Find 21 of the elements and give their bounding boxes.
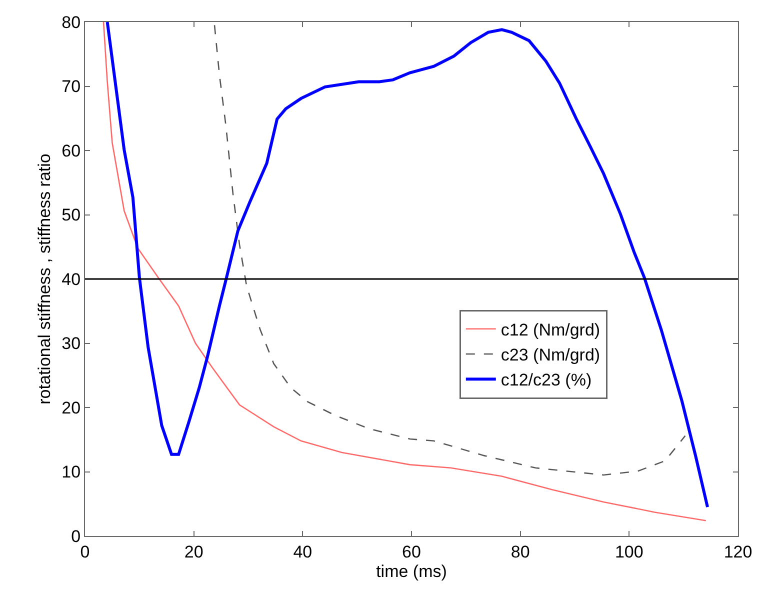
x-tick-label: 20 bbox=[184, 542, 204, 562]
x-tick-label: 80 bbox=[510, 542, 530, 562]
y-tick-label: 80 bbox=[62, 12, 81, 32]
y-axis-title: rotational stiffness , stiffness ratio bbox=[35, 154, 54, 404]
legend-label: c23 (Nm/grd) bbox=[500, 346, 600, 365]
y-tick-label: 20 bbox=[62, 398, 81, 418]
x-tick-label: 100 bbox=[614, 542, 644, 562]
y-tick-label: 60 bbox=[62, 141, 81, 160]
x-axis-title: time (ms) bbox=[376, 562, 447, 581]
line-series bbox=[214, 24, 686, 476]
y-tick-label: 50 bbox=[62, 206, 81, 225]
legend-label: c12/c23 (%) bbox=[500, 370, 592, 390]
legend-label: c12 (Nm/grd) bbox=[500, 320, 600, 340]
y-tick-label: 0 bbox=[71, 526, 81, 546]
x-tick-label: 120 bbox=[724, 542, 752, 562]
x-tick-label: 40 bbox=[293, 542, 312, 562]
y-tick-label: 40 bbox=[62, 270, 81, 289]
y-tick-label: 70 bbox=[62, 77, 81, 96]
x-tick-label: 60 bbox=[402, 542, 421, 562]
y-tick-label: 30 bbox=[62, 334, 81, 354]
y-tick-label: 10 bbox=[62, 462, 81, 482]
